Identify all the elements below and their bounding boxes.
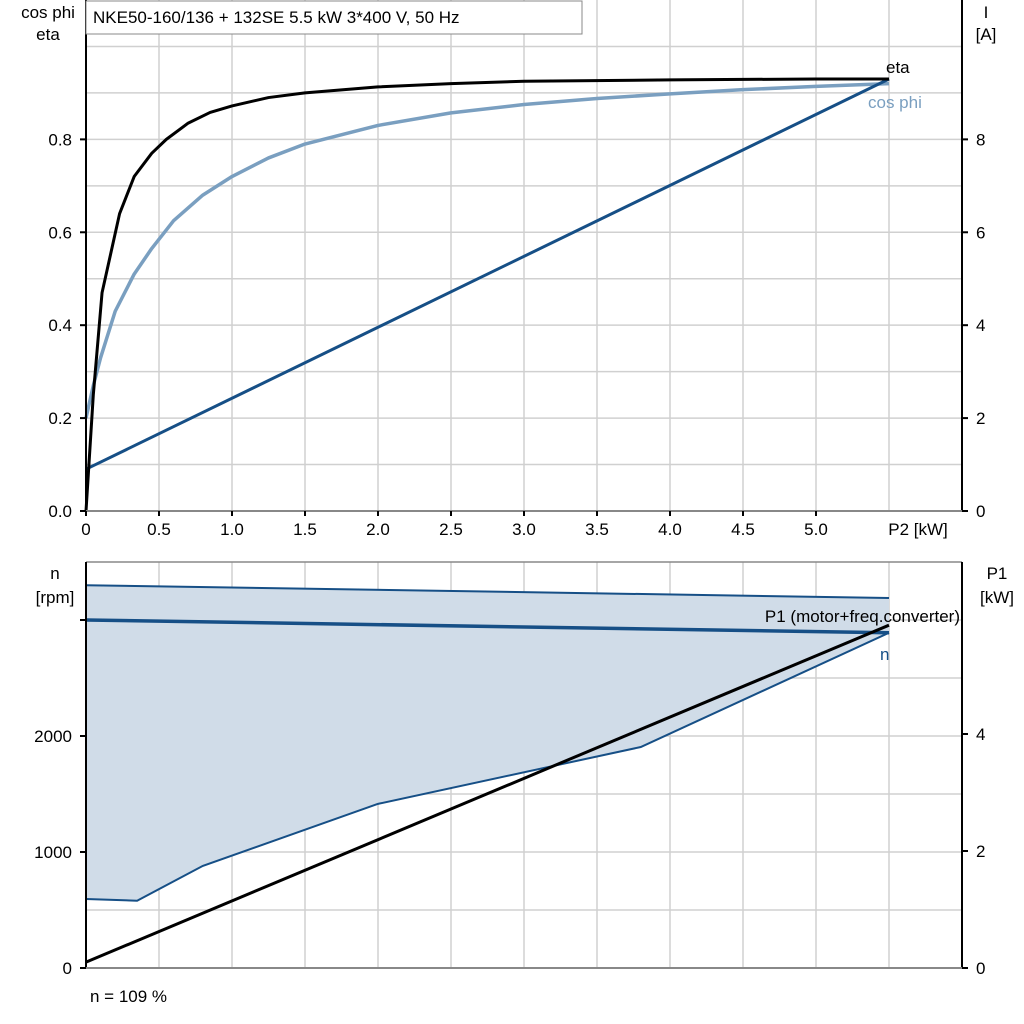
speed-line	[85, 618, 890, 635]
speed-min-line	[85, 631, 890, 902]
speed-range-area	[86, 585, 889, 901]
y-left-tick-label: 0.8	[48, 130, 72, 149]
top-left-ylabel-2: eta	[36, 25, 60, 44]
y-right-tick-label: 4	[976, 316, 985, 335]
x-tick-label: 0.5	[147, 520, 171, 539]
y-left-tick-label: 0.2	[48, 409, 72, 428]
n-tick-label: 0	[63, 959, 72, 978]
x-tick-label: 1.0	[220, 520, 244, 539]
n-tick-label: 2000	[34, 727, 72, 746]
p1-line	[85, 623, 890, 964]
eta-curve	[84, 77, 889, 512]
current-line	[85, 77, 890, 471]
x-tick-label: 0	[81, 520, 90, 539]
top-left-ylabel-1: cos phi	[21, 3, 75, 22]
speed-band	[85, 584, 890, 902]
chart-title: NKE50-160/136 + 132SE 5.5 kW 3*400 V, 50…	[93, 8, 460, 27]
p1-tick-label: 0	[976, 959, 985, 978]
eta-label: eta	[886, 58, 910, 77]
p1-label: P1 (motor+freq.converter)	[765, 607, 960, 626]
y-left-tick-label: 0.0	[48, 502, 72, 521]
p1-tick-label: 4	[976, 725, 985, 744]
y-left-tick-label: 0.6	[48, 223, 72, 242]
x-tick-label: 3.0	[512, 520, 536, 539]
x-tick-label: 2.0	[366, 520, 390, 539]
p1-tick-label: 2	[976, 842, 985, 861]
y-right-tick-label: 0	[976, 502, 985, 521]
title-box	[85, 0, 583, 35]
bottom-left-ylabel-2: [rpm]	[36, 588, 75, 607]
cos-phi-curve	[84, 81, 890, 419]
y-right-tick-label: 8	[976, 130, 985, 149]
bottom-right-ylabel-2: [kW]	[980, 588, 1014, 607]
x-tick-label: 4.0	[658, 520, 682, 539]
axes-layer: 0 0.5 1.0 1.5 2.0 2.5 3.0 3.5 4.0 4.5 5.0 0.0 0.2 0.4…	[34, 0, 985, 978]
x-tick-label: 1.5	[293, 520, 317, 539]
speed-max-line	[85, 584, 890, 599]
x-tick-label: 4.5	[731, 520, 755, 539]
x-tick-label: 3.5	[585, 520, 609, 539]
x-axis-label: P2 [kW]	[888, 520, 948, 539]
x-tick-label: 2.5	[439, 520, 463, 539]
n-tick-label: 1000	[34, 843, 72, 862]
n-label: n	[880, 645, 889, 664]
y-right-tick-label: 6	[976, 223, 985, 242]
series-layer	[84, 77, 890, 964]
footer-note: n = 109 %	[90, 987, 167, 1006]
y-left-tick-label: 0.4	[48, 316, 72, 335]
top-right-ylabel-2: [A]	[976, 25, 997, 44]
top-right-ylabel-1: I	[984, 3, 989, 22]
y-right-tick-label: 2	[976, 409, 985, 428]
bottom-right-ylabel-1: P1	[987, 564, 1008, 583]
cos-phi-label: cos phi	[868, 93, 922, 112]
bottom-left-ylabel-1: n	[50, 564, 59, 583]
x-tick-label: 5.0	[804, 520, 828, 539]
